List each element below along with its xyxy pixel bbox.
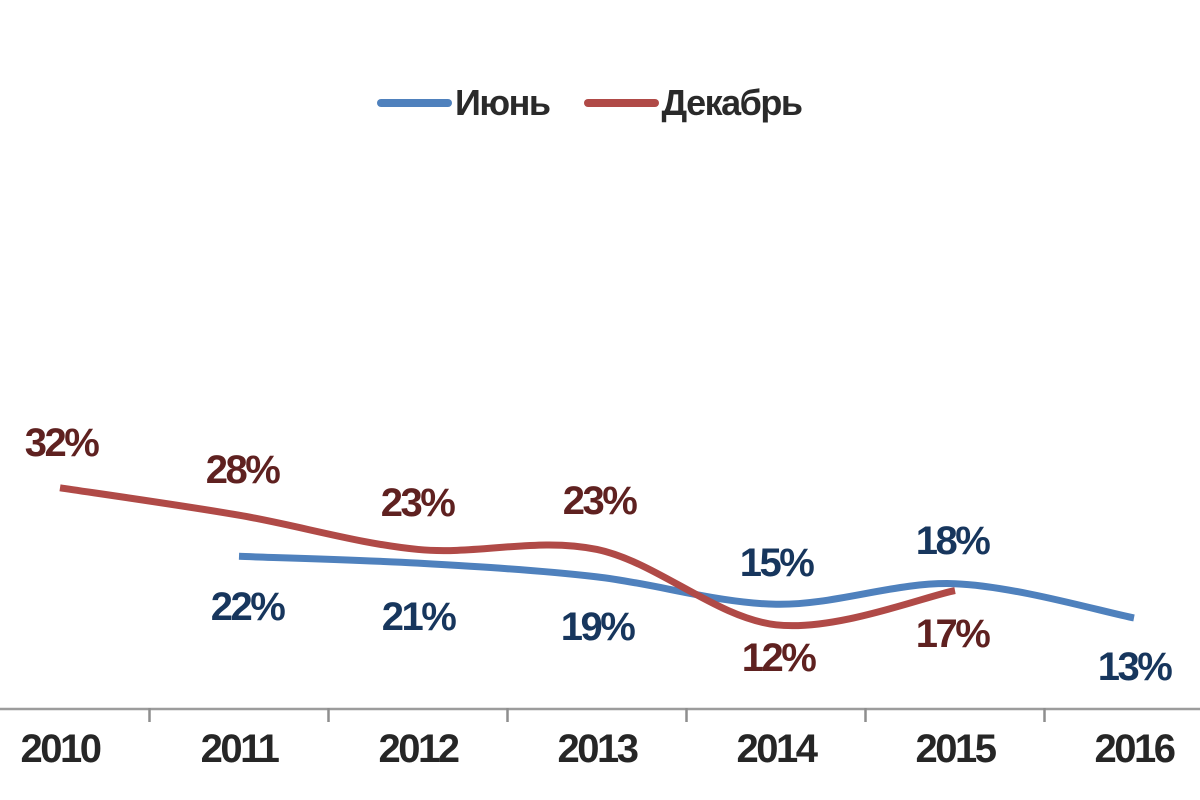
- data-label-june-2016: 13%: [1097, 644, 1173, 689]
- data-label-december-2013: 23%: [562, 479, 638, 524]
- data-label-december-2015: 17%: [915, 611, 991, 656]
- legend-label-june: Июнь: [455, 82, 551, 123]
- data-label-december-2010: 32%: [24, 420, 100, 465]
- data-label-june-2011: 22%: [210, 585, 286, 630]
- x-axis-label-2014: 2014: [736, 727, 818, 771]
- data-label-june-2013: 19%: [560, 604, 636, 649]
- data-label-june-2014: 15%: [739, 541, 815, 586]
- legend-line-swatch-december: [583, 99, 659, 107]
- data-label-december-2011: 28%: [205, 448, 281, 493]
- legend-item-december: Декабрь: [583, 82, 804, 123]
- x-axis-label-2013: 2013: [557, 727, 639, 771]
- data-label-december-2012: 23%: [380, 481, 456, 526]
- x-axis-label-2016: 2016: [1094, 727, 1176, 771]
- legend-line-swatch-june: [377, 99, 452, 107]
- data-label-december-2014: 12%: [741, 635, 817, 680]
- data-label-june-2015: 18%: [915, 518, 991, 563]
- legend: Июнь Декабрь: [377, 82, 804, 123]
- legend-item-june: Июнь: [377, 82, 551, 123]
- x-axis-label-2012: 2012: [378, 727, 460, 771]
- x-axis-label-2010: 2010: [20, 727, 102, 771]
- series-line-december: [59, 484, 956, 630]
- legend-label-december: Декабрь: [661, 82, 804, 123]
- x-axis-label-2015: 2015: [915, 727, 997, 771]
- x-axis-label-2011: 2011: [200, 727, 280, 771]
- data-label-june-2012: 21%: [381, 595, 457, 640]
